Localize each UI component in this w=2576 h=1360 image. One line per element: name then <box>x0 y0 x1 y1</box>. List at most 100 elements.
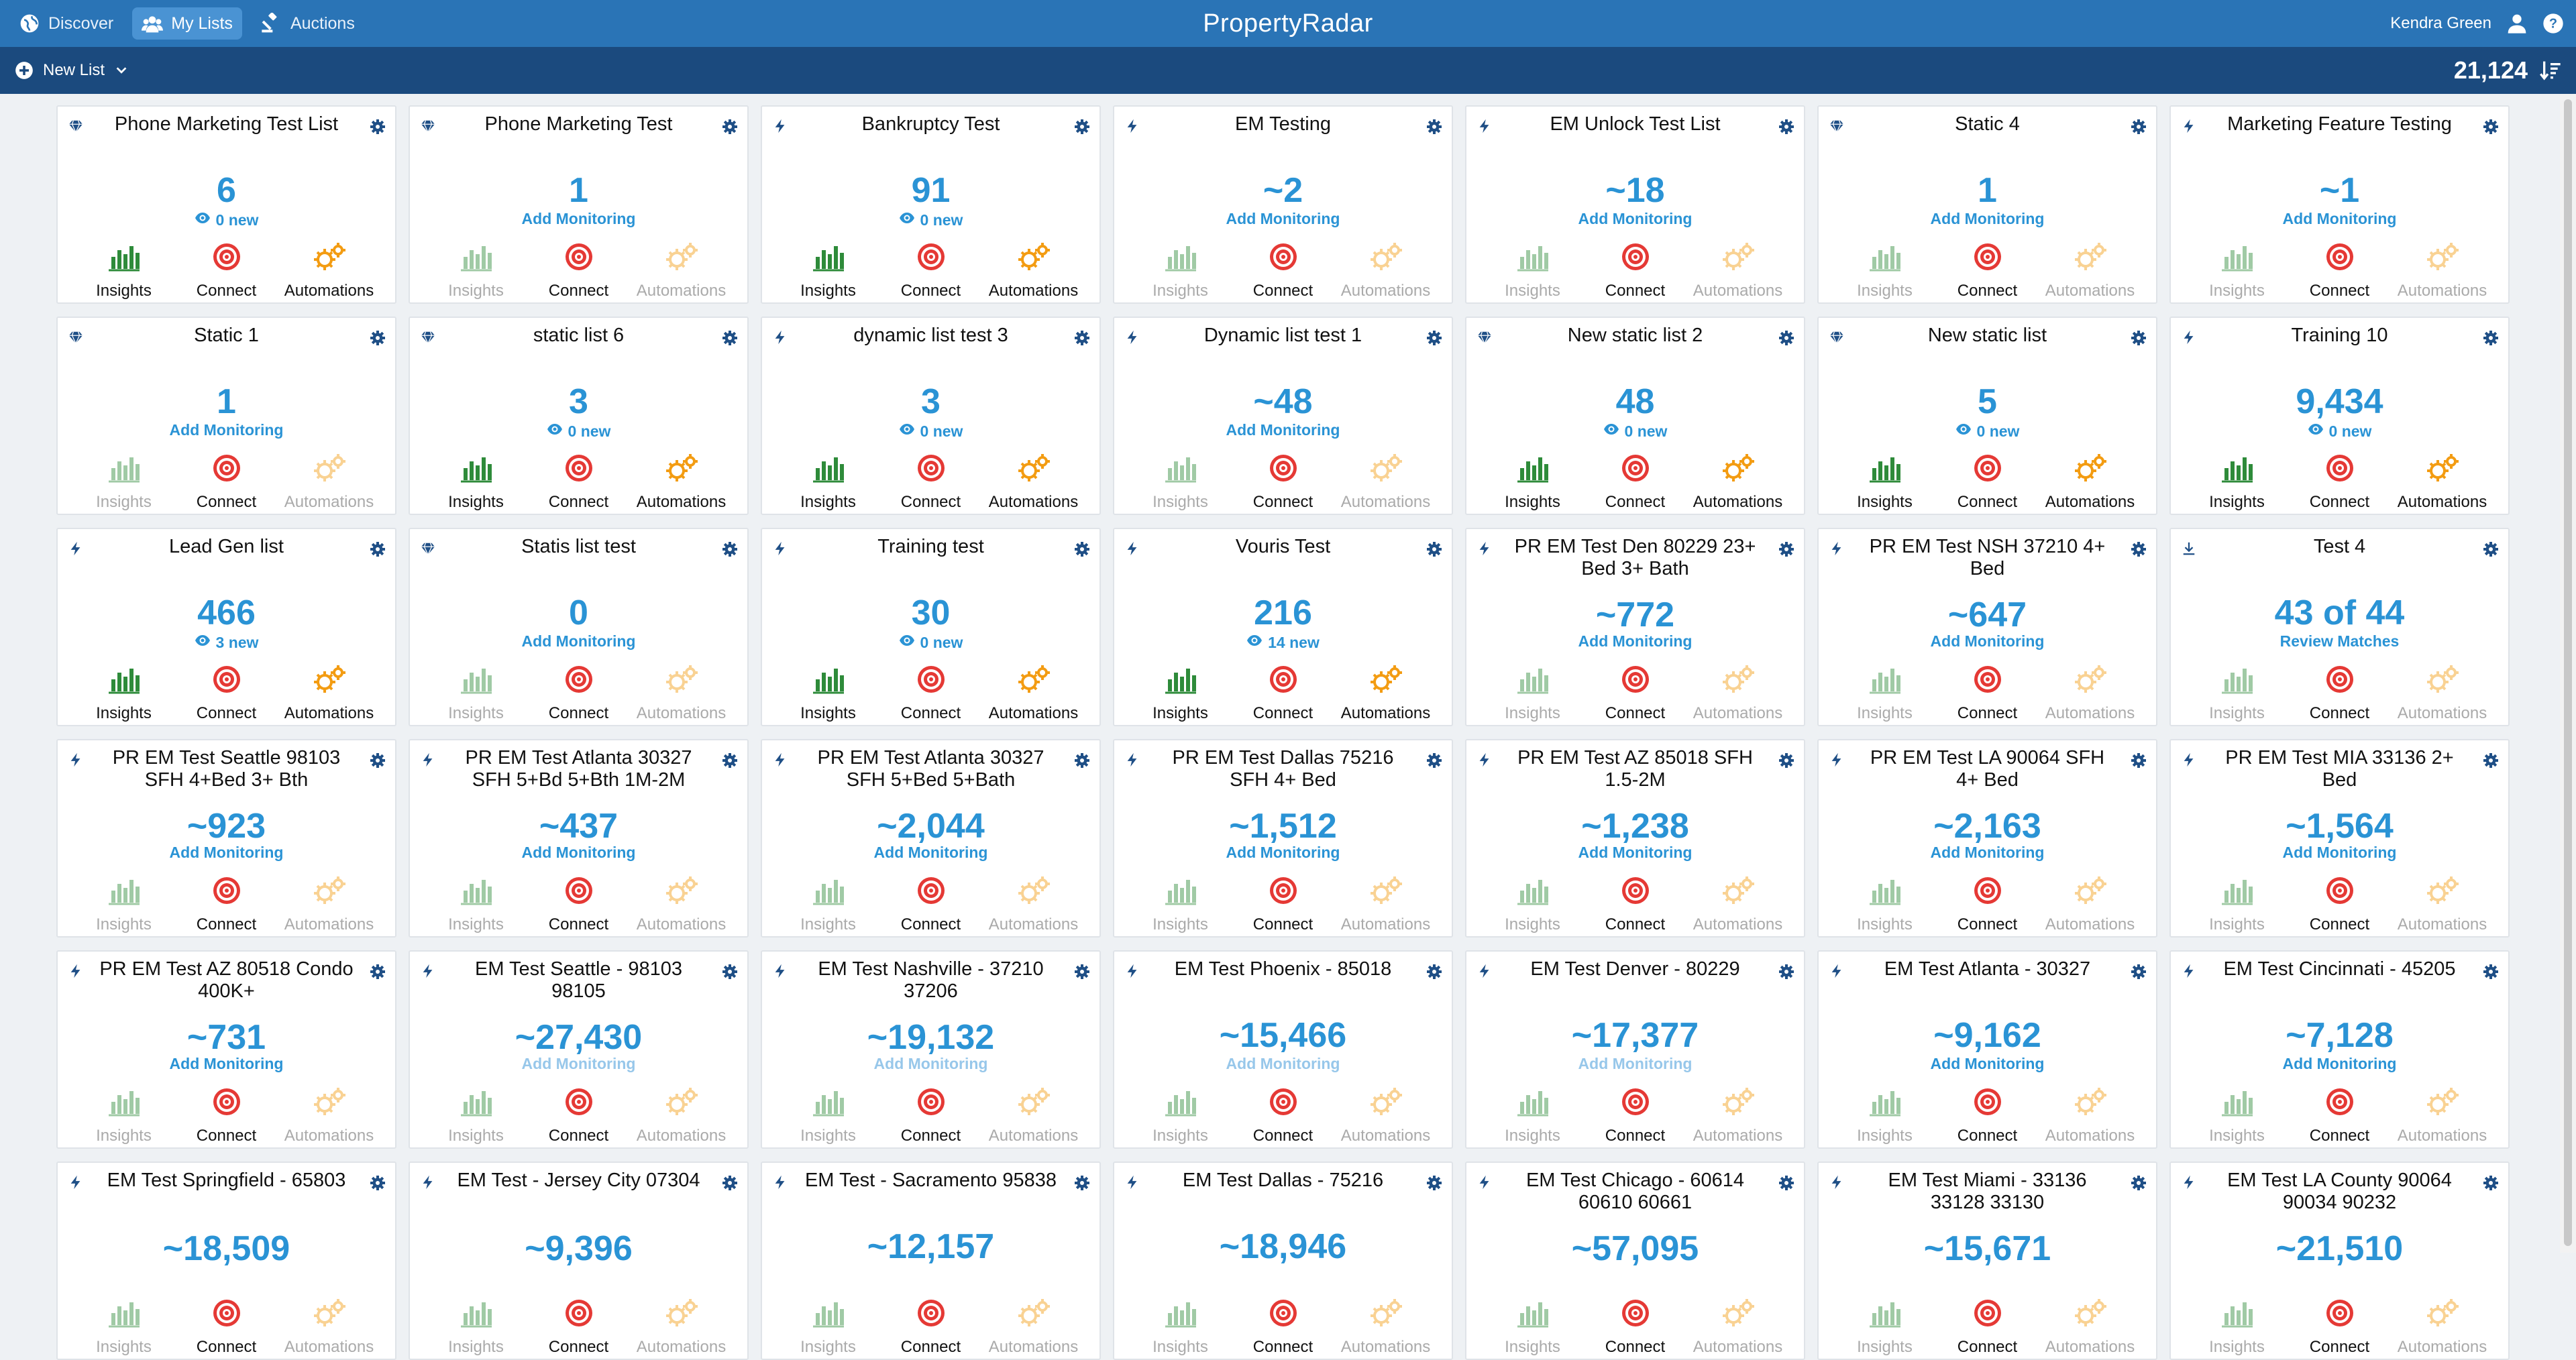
new-count[interactable]: 0 new <box>762 632 1099 653</box>
gear-icon[interactable] <box>1074 1175 1090 1191</box>
insights-button[interactable]: Insights <box>1486 452 1580 512</box>
connect-button[interactable]: Connect <box>884 1297 978 1357</box>
add-monitoring-link[interactable]: Add Monitoring <box>1930 844 2045 861</box>
list-count[interactable]: ~1,564 <box>2286 807 2394 846</box>
add-monitoring-link[interactable]: Add Monitoring <box>1226 1055 1340 1072</box>
automations-button[interactable]: Automations <box>2043 241 2137 300</box>
add-monitoring-link[interactable]: Add Monitoring <box>1578 844 1693 861</box>
list-title[interactable]: dynamic list test 3 <box>853 325 1008 346</box>
add-monitoring-link[interactable]: Add Monitoring <box>169 421 284 439</box>
gear-icon[interactable] <box>1778 1175 1794 1191</box>
insights-button[interactable]: Insights <box>429 452 523 512</box>
add-monitoring-link[interactable]: Add Monitoring <box>1578 1055 1693 1072</box>
list-title[interactable]: EM Testing <box>1235 113 1331 135</box>
list-title[interactable]: Bankruptcy Test <box>861 113 1000 135</box>
insights-button[interactable]: Insights <box>1486 874 1580 934</box>
list-count[interactable]: 466 <box>197 593 256 632</box>
automations-button[interactable]: Automations <box>987 874 1081 934</box>
automations-button[interactable]: Automations <box>2396 241 2489 300</box>
list-count[interactable]: ~19,132 <box>867 1018 995 1057</box>
connect-button[interactable]: Connect <box>1589 1086 1682 1145</box>
list-title[interactable]: EM Test Dallas - 75216 <box>1182 1170 1384 1191</box>
list-count[interactable]: ~18,509 <box>162 1229 290 1268</box>
insights-button[interactable]: Insights <box>1486 663 1580 723</box>
list-card[interactable]: EM Test Seattle - 98103 98105 ~27,430 Ad… <box>409 950 749 1149</box>
gear-icon[interactable] <box>1778 541 1794 557</box>
automations-button[interactable]: Automations <box>2043 452 2137 512</box>
insights-button[interactable]: Insights <box>1134 452 1228 512</box>
connect-button[interactable]: Connect <box>1236 1297 1330 1357</box>
list-count[interactable]: ~1,512 <box>1229 807 1337 846</box>
new-count[interactable]: 14 new <box>1114 632 1452 653</box>
connect-button[interactable]: Connect <box>532 241 626 300</box>
add-monitoring-link[interactable]: Add Monitoring <box>169 844 284 861</box>
add-monitoring-link[interactable]: Add Monitoring <box>1578 632 1693 650</box>
automations-button[interactable]: Automations <box>2043 1297 2137 1357</box>
insights-button[interactable]: Insights <box>77 663 171 723</box>
insights-button[interactable]: Insights <box>429 241 523 300</box>
list-card[interactable]: EM Test Phoenix - 85018 ~15,466 Add Moni… <box>1113 950 1453 1149</box>
list-title[interactable]: Training 10 <box>2291 325 2388 346</box>
add-monitoring-link[interactable]: Add Monitoring <box>2282 210 2397 227</box>
add-monitoring-link[interactable]: Add Monitoring <box>1226 421 1340 439</box>
list-title[interactable]: Phone Marketing Test List <box>114 113 339 135</box>
insights-button[interactable]: Insights <box>1838 663 1932 723</box>
gear-icon[interactable] <box>2131 752 2147 769</box>
gear-icon[interactable] <box>2483 119 2499 135</box>
list-card[interactable]: New static list 5 0 new Insights Connect… <box>1817 317 2157 515</box>
gear-icon[interactable] <box>1426 330 1442 346</box>
list-count[interactable]: ~437 <box>539 807 619 846</box>
list-card[interactable]: EM Test Miami - 33136 33128 33130 ~15,67… <box>1817 1161 2157 1360</box>
gear-icon[interactable] <box>1426 964 1442 980</box>
gear-icon[interactable] <box>1074 964 1090 980</box>
list-card[interactable]: Bankruptcy Test 91 0 new Insights Connec… <box>761 105 1101 304</box>
insights-button[interactable]: Insights <box>782 663 875 723</box>
list-title[interactable]: EM Test Seattle - 98103 98105 <box>475 958 682 1002</box>
list-card[interactable]: Static 1 1 Add Monitoring Insights Conne… <box>56 317 396 515</box>
list-count[interactable]: ~57,095 <box>1571 1229 1699 1268</box>
list-title[interactable]: Dynamic list test 1 <box>1203 325 1362 346</box>
insights-button[interactable]: Insights <box>1838 1297 1932 1357</box>
list-card[interactable]: EM Test Chicago - 60614 60610 60661 ~57,… <box>1465 1161 1805 1360</box>
connect-button[interactable]: Connect <box>180 452 274 512</box>
nav-auctions[interactable]: Auctions <box>252 7 364 40</box>
list-title[interactable]: PR EM Test Atlanta 30327 SFH 5+Bd 5+Bth … <box>465 747 692 791</box>
gear-icon[interactable] <box>722 1175 738 1191</box>
automations-button[interactable]: Automations <box>635 874 729 934</box>
insights-button[interactable]: Insights <box>1838 874 1932 934</box>
list-title[interactable]: Test 4 <box>2313 536 2366 557</box>
list-title[interactable]: EM Test Nashville - 37210 37206 <box>818 958 1044 1002</box>
new-count[interactable]: 0 new <box>762 421 1099 441</box>
sort-icon[interactable] <box>2540 60 2561 81</box>
connect-button[interactable]: Connect <box>1589 663 1682 723</box>
insights-button[interactable]: Insights <box>429 1297 523 1357</box>
insights-button[interactable]: Insights <box>429 874 523 934</box>
insights-button[interactable]: Insights <box>77 874 171 934</box>
connect-button[interactable]: Connect <box>180 1086 274 1145</box>
list-count[interactable]: ~731 <box>186 1018 266 1057</box>
automations-button[interactable]: Automations <box>282 1086 376 1145</box>
gear-icon[interactable] <box>2131 541 2147 557</box>
list-title[interactable]: EM Test - Jersey City 07304 <box>457 1170 700 1191</box>
insights-button[interactable]: Insights <box>782 1297 875 1357</box>
list-card[interactable]: Lead Gen list 466 3 new Insights Connect… <box>56 528 396 726</box>
connect-button[interactable]: Connect <box>2293 1297 2387 1357</box>
list-title[interactable]: EM Test Cincinnati - 45205 <box>2223 958 2456 980</box>
automations-button[interactable]: Automations <box>282 663 376 723</box>
automations-button[interactable]: Automations <box>1691 874 1785 934</box>
insights-button[interactable]: Insights <box>1486 1297 1580 1357</box>
automations-button[interactable]: Automations <box>635 663 729 723</box>
list-title[interactable]: EM Test Miami - 33136 33128 33130 <box>1888 1170 2087 1213</box>
connect-button[interactable]: Connect <box>1589 241 1682 300</box>
connect-button[interactable]: Connect <box>532 452 626 512</box>
list-card[interactable]: PR EM Test Atlanta 30327 SFH 5+Bd 5+Bth … <box>409 739 749 938</box>
insights-button[interactable]: Insights <box>429 1086 523 1145</box>
gear-icon[interactable] <box>722 330 738 346</box>
new-count[interactable]: 0 new <box>2171 421 2508 441</box>
gear-icon[interactable] <box>1426 752 1442 769</box>
gear-icon[interactable] <box>1074 119 1090 135</box>
list-count[interactable]: 1 <box>569 171 588 210</box>
list-count[interactable]: 0 <box>569 593 588 632</box>
gear-icon[interactable] <box>2483 541 2499 557</box>
automations-button[interactable]: Automations <box>2043 874 2137 934</box>
